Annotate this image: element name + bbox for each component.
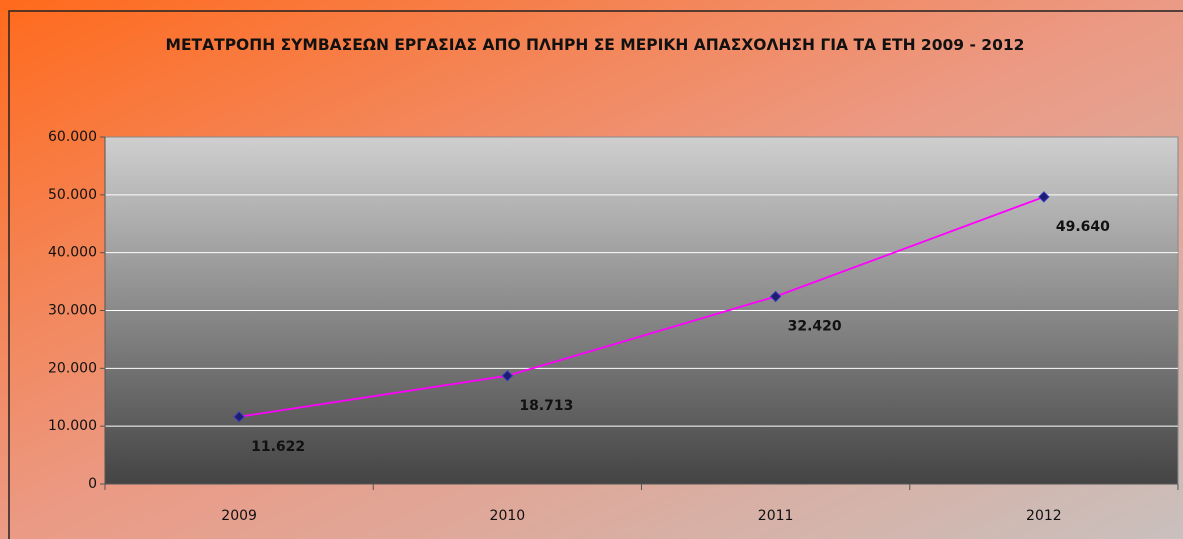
marker <box>501 370 514 382</box>
data-label: 49.640 <box>1056 219 1110 235</box>
y-tick-label: 50.000 <box>48 187 97 203</box>
marker <box>233 411 245 423</box>
data-label: 11.622 <box>251 439 305 455</box>
data-label: 32.420 <box>788 319 842 335</box>
marker <box>1038 191 1050 203</box>
y-tick-label: 40.000 <box>48 245 97 261</box>
x-tick-label: 2011 <box>758 508 794 524</box>
chart-border <box>8 10 1183 539</box>
x-tick-label: 2012 <box>1026 508 1062 524</box>
data-label: 18.713 <box>519 398 573 414</box>
marker <box>769 290 782 303</box>
y-tick-label: 60.000 <box>48 129 97 145</box>
y-tick-label: 0 <box>88 476 97 492</box>
y-tick-label: 10.000 <box>48 418 97 434</box>
x-tick-label: 2009 <box>221 508 257 524</box>
chart-title: ΜΕΤΑΤΡΟΠΗ ΣΥΜΒΑΣΕΩΝ ΕΡΓΑΣΙΑΣ ΑΠΟ ΠΛΗΡΗ Σ… <box>165 36 1025 54</box>
x-tick-label: 2010 <box>490 508 526 524</box>
y-tick-label: 20.000 <box>48 360 97 376</box>
line-series <box>238 196 1045 418</box>
y-tick-label: 30.000 <box>48 303 97 319</box>
